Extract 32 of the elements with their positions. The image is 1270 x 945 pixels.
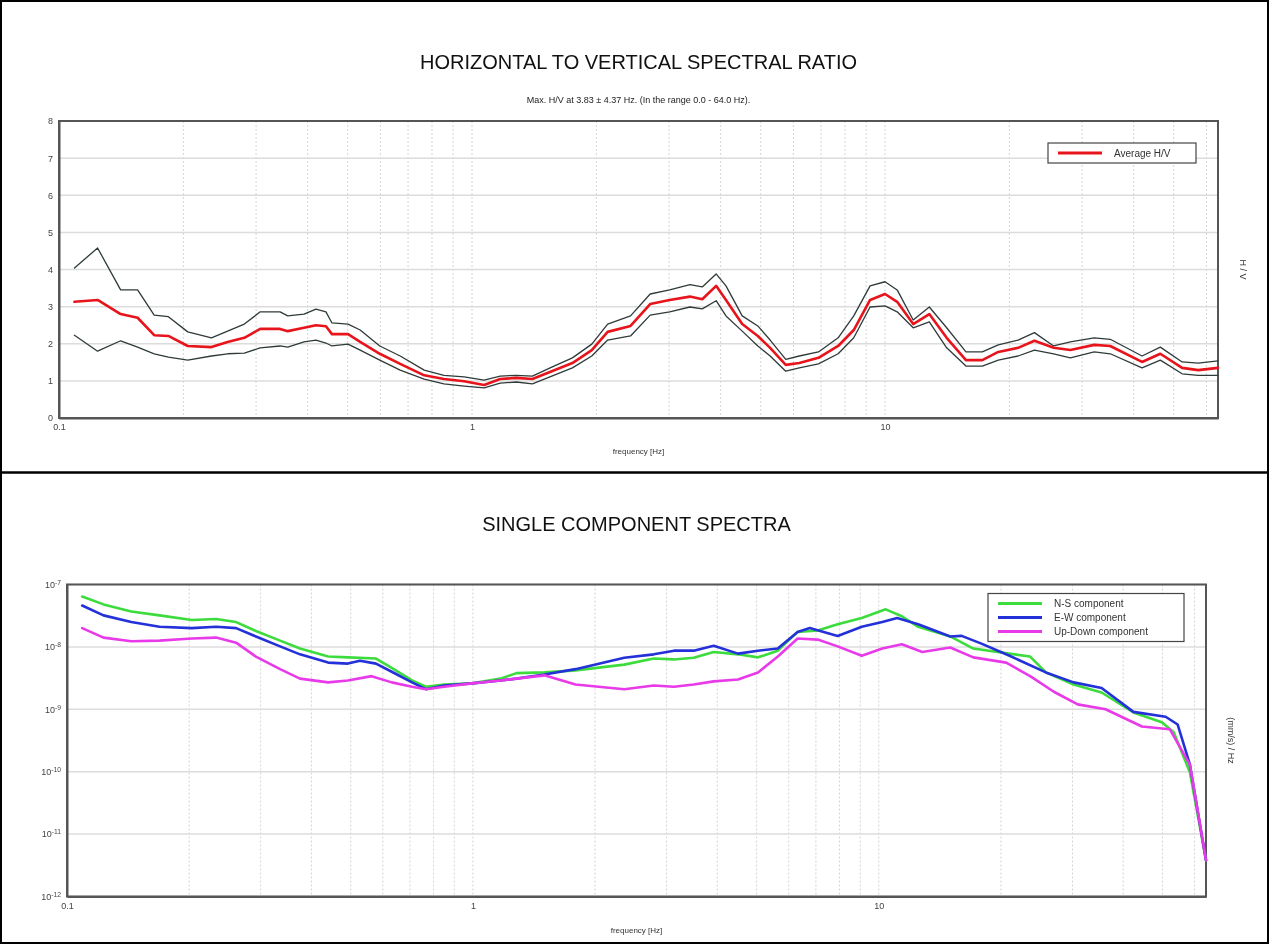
y-tick-label: 0 [47, 413, 53, 424]
y-tick-label: 3 [47, 302, 53, 313]
y-tick-label: 7 [47, 153, 53, 164]
chart-title: SINGLE COMPONENT SPECTRA [482, 512, 792, 535]
x-tick-label: 0.1 [53, 422, 66, 433]
legend-label: E-W component [1054, 612, 1126, 623]
legend-label: Up-Down component [1054, 626, 1149, 637]
legend-label: N-S component [1054, 598, 1124, 609]
x-tick-label: 0.1 [61, 900, 74, 911]
legend-label: Average H/V [1114, 147, 1171, 159]
y-axis-title: (mm/s) / Hz [1226, 717, 1236, 765]
y-tick-label: 10$^{-11}$ [41, 827, 62, 840]
y-tick-label: 10$^{-9}$ [44, 703, 62, 715]
y-tick-label: 10$^{-8}$ [44, 640, 62, 653]
y-tick-label: 10$^{-7}$ [44, 578, 62, 590]
x-tick-label: 1 [470, 422, 476, 433]
y-tick-label: 5 [47, 227, 53, 238]
x-tick-label: 1 [470, 900, 476, 911]
y-tick-label: 2 [47, 339, 53, 350]
y-tick-label: 6 [47, 190, 53, 201]
x-tick-label: 10 [880, 422, 891, 433]
y-tick-label: 4 [47, 264, 53, 275]
y-axis-title: H / V [1238, 259, 1248, 280]
x-tick-label: 10 [874, 900, 885, 911]
chart-title: HORIZONTAL TO VERTICAL SPECTRAL RATIO [419, 51, 858, 73]
x-axis-title: frequency [Hz] [612, 447, 665, 456]
y-tick-label: 8 [47, 116, 53, 127]
chart-subtitle: Max. H/V at 3.83 ± 4.37 Hz. (In the range 0.0 - 64.0 Hz). [526, 95, 751, 105]
x-axis-title: frequency [Hz] [610, 925, 663, 935]
y-tick-label: 1 [47, 376, 53, 387]
y-tick-label: 10$^{-10}$ [41, 765, 62, 778]
y-tick-label: 10$^{-12}$ [41, 890, 62, 902]
